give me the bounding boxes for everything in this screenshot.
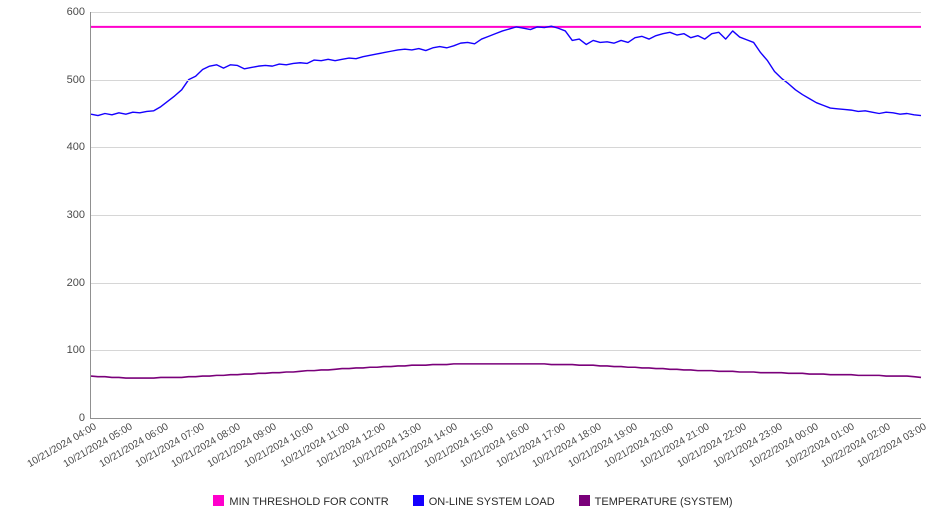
legend-label: MIN THRESHOLD FOR CONTR: [229, 496, 388, 508]
plot-area: 010020030040050060010/21/2024 04:0010/21…: [90, 12, 921, 419]
y-gridline: [91, 215, 921, 216]
series-temperature: [91, 364, 921, 378]
y-gridline: [91, 80, 921, 81]
y-tick-label: 600: [67, 6, 91, 18]
legend-item-min_threshold: MIN THRESHOLD FOR CONTR: [213, 495, 388, 508]
y-tick-label: 400: [67, 141, 91, 153]
y-tick-label: 500: [67, 74, 91, 86]
y-gridline: [91, 147, 921, 148]
legend: MIN THRESHOLD FOR CONTR ON-LINE SYSTEM LO…: [0, 495, 946, 508]
y-tick-label: 300: [67, 209, 91, 221]
y-gridline: [91, 283, 921, 284]
legend-label: ON-LINE SYSTEM LOAD: [429, 496, 555, 508]
legend-swatch: [413, 495, 424, 506]
y-gridline: [91, 12, 921, 13]
legend-swatch: [579, 495, 590, 506]
legend-item-online_load: ON-LINE SYSTEM LOAD: [413, 495, 555, 508]
y-tick-label: 200: [67, 277, 91, 289]
series-online_load: [91, 26, 921, 115]
legend-item-temperature: TEMPERATURE (SYSTEM): [579, 495, 733, 508]
legend-label: TEMPERATURE (SYSTEM): [595, 496, 733, 508]
y-gridline: [91, 350, 921, 351]
legend-swatch: [213, 495, 224, 506]
time-series-chart: 010020030040050060010/21/2024 04:0010/21…: [0, 0, 946, 526]
y-tick-label: 100: [67, 344, 91, 356]
